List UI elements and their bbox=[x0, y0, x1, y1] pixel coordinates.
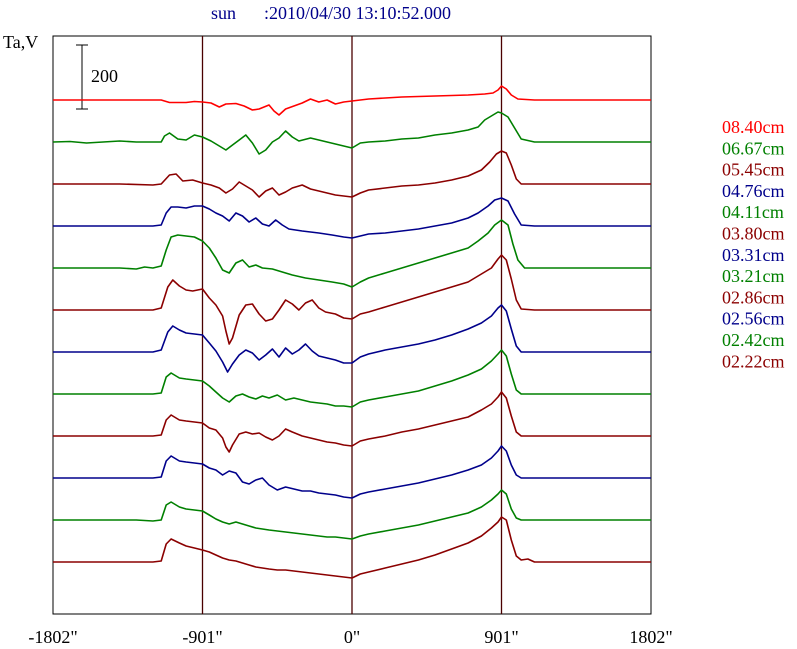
series-line-02.42cm bbox=[53, 489, 651, 540]
series-line-06.67cm bbox=[52, 111, 651, 155]
legend-entry: 02.22cm bbox=[722, 351, 785, 371]
chart-title-datetime: :2010/04/30 13:10:52.000 bbox=[264, 3, 451, 23]
x-tick-label: 901" bbox=[484, 627, 518, 647]
chart-title-object: sun bbox=[211, 3, 236, 23]
series-line-03.31cm bbox=[53, 304, 651, 373]
series-line-02.22cm bbox=[53, 516, 651, 579]
legend-entry: 02.86cm bbox=[722, 287, 785, 307]
series-line-03.80cm bbox=[53, 254, 651, 345]
legend-entry: 03.80cm bbox=[722, 224, 785, 244]
legend-entry: 02.42cm bbox=[722, 330, 785, 350]
series-line-03.21cm bbox=[53, 349, 651, 408]
series-line-02.56cm bbox=[53, 445, 651, 499]
x-tick-label: -901" bbox=[182, 627, 222, 647]
scale-bar-label: 200 bbox=[91, 66, 118, 86]
legend-entry: 05.45cm bbox=[722, 160, 785, 180]
x-tick-label: -1802" bbox=[28, 627, 77, 647]
legend-entry: 03.31cm bbox=[722, 245, 785, 265]
legend-entry: 02.56cm bbox=[722, 309, 785, 329]
legend-entry: 04.76cm bbox=[722, 181, 785, 201]
legend-entry: 08.40cm bbox=[722, 117, 785, 137]
series-line-05.45cm bbox=[53, 150, 651, 198]
y-axis-label: Ta,V bbox=[3, 32, 38, 52]
series-line-04.76cm bbox=[53, 197, 651, 239]
series-line-02.86cm bbox=[53, 391, 651, 453]
legend-entry: 03.21cm bbox=[722, 266, 785, 286]
series-line-04.11cm bbox=[53, 219, 651, 288]
x-tick-label: 1802" bbox=[629, 627, 672, 647]
legend-entry: 04.11cm bbox=[722, 202, 784, 222]
series-line-08.40cm bbox=[53, 85, 651, 116]
legend-entry: 06.67cm bbox=[722, 138, 785, 158]
x-tick-label: 0" bbox=[344, 627, 360, 647]
